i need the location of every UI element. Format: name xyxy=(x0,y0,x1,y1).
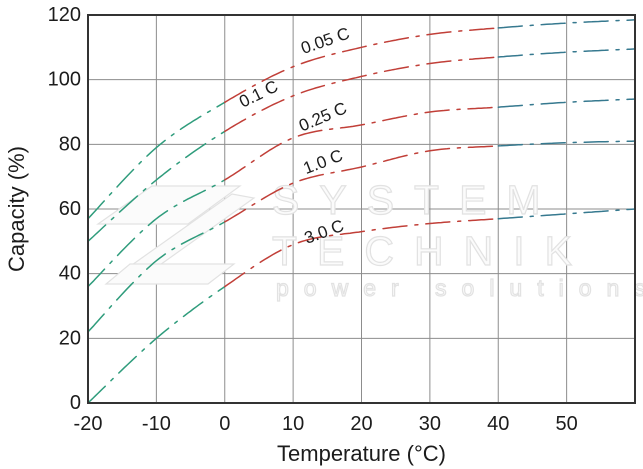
x-tick-label: 0 xyxy=(219,413,230,435)
plot-border xyxy=(87,14,636,404)
y-tick-label: 80 xyxy=(59,133,81,155)
curve-30-c-segment xyxy=(224,217,500,288)
watermark-logo-swoosh xyxy=(96,185,256,285)
watermark-logo-bottom-band xyxy=(104,263,236,285)
y-tick-label: 60 xyxy=(59,198,81,220)
curve-10-c-segment xyxy=(497,140,636,147)
x-tick-label: 40 xyxy=(487,413,509,435)
x-tick-label: -20 xyxy=(74,413,103,435)
curve-005-c-segment xyxy=(224,27,500,104)
curve-01-c-segment xyxy=(497,48,636,58)
y-tick-label: 0 xyxy=(70,392,81,414)
curve-025-c-segment xyxy=(224,106,500,181)
y-tick-label: 120 xyxy=(48,4,81,26)
x-tick-label: 10 xyxy=(282,413,304,435)
x-tick-label: -10 xyxy=(142,413,171,435)
x-tick-label: 20 xyxy=(350,413,372,435)
curve-30-c-segment xyxy=(87,285,226,404)
y-tick-label: 40 xyxy=(59,263,81,285)
x-tick-label: 30 xyxy=(419,413,441,435)
curve-label: 0.1 C xyxy=(236,77,281,112)
x-axis-title: Temperature (°C) xyxy=(277,441,446,466)
curve-label: 0.25 C xyxy=(296,98,350,135)
curve-01-c-segment xyxy=(224,56,500,133)
curve-005-c-segment xyxy=(87,101,226,220)
curves xyxy=(87,19,636,404)
watermark-text-line1: SYSTEM xyxy=(272,177,561,223)
curve-label: 0.05 C xyxy=(298,24,352,58)
watermark-text-line2: TECHNIK xyxy=(272,228,592,274)
tick-labels: -20 -10 0 10 20 30 40 50 0 20 40 60 80 100 120 xyxy=(48,4,578,435)
y-tick-label: 100 xyxy=(48,69,81,91)
curve-025-c-segment xyxy=(87,179,226,288)
curve-10-c-segment xyxy=(224,145,500,223)
x-tick-label: 50 xyxy=(556,413,578,435)
curve-30-c-segment xyxy=(497,208,636,220)
watermark-text-line3: power solutions xyxy=(276,275,643,301)
curve-10-c-segment xyxy=(87,221,226,333)
curve-01-c-segment xyxy=(87,130,226,243)
curve-005-c-segment xyxy=(497,19,636,29)
curve-025-c-segment xyxy=(497,98,636,108)
y-tick-label: 20 xyxy=(59,327,81,349)
y-axis-title: Capacity (%) xyxy=(4,146,29,272)
curve-label: 1.0 C xyxy=(301,146,346,178)
